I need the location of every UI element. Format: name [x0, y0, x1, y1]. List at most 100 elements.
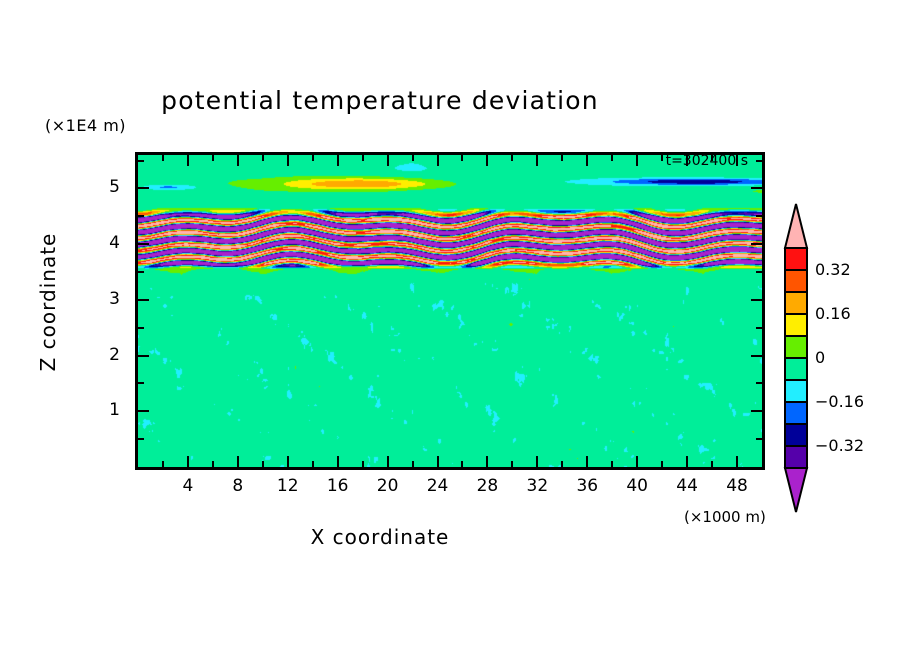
x-axis-tick	[486, 456, 489, 467]
x-axis-tick-label: 16	[326, 476, 349, 496]
x-axis-tick	[711, 461, 714, 467]
colorbar-tick-label: 0.16	[815, 304, 851, 323]
colorbar-band	[784, 313, 808, 337]
y-axis-tick-right	[756, 271, 762, 273]
y-axis-tick	[138, 438, 144, 441]
colorbar-extend-max	[783, 203, 809, 249]
chart-title: potential temperature deviation	[161, 86, 599, 115]
y-axis-tick-right	[756, 215, 762, 218]
colorbar: 0.32 0.16 0 −0.16 −0.32	[779, 200, 899, 530]
x-axis-tick-top	[461, 155, 464, 161]
colorbar-band	[784, 269, 808, 293]
x-axis-tick	[161, 461, 164, 467]
contour-field	[138, 155, 762, 467]
x-axis-tick-label: 48	[726, 476, 748, 496]
x-axis-tick	[411, 461, 414, 467]
y-axis-tick	[138, 382, 144, 385]
x-axis-tick-top	[236, 155, 239, 166]
x-axis-tick-top	[511, 155, 514, 161]
y-axis-tick	[138, 410, 149, 413]
x-axis-tick-top	[536, 155, 539, 166]
x-axis-tick-top	[736, 155, 739, 166]
y-axis-tick-label: 4	[109, 233, 120, 254]
x-axis-tick	[536, 456, 539, 467]
x-axis-tick	[736, 456, 739, 467]
x-axis-tick	[186, 456, 189, 467]
colorbar-band	[784, 335, 808, 359]
x-axis-unit-label: (×1000 m)	[684, 508, 766, 526]
y-axis-tick-right	[751, 410, 762, 413]
y-axis-tick-right	[751, 298, 762, 301]
x-axis-tick-top	[286, 155, 289, 166]
y-axis-tick	[138, 215, 144, 218]
colorbar-band	[784, 445, 808, 469]
x-axis-tick-top	[261, 155, 264, 161]
x-axis-tick-top	[686, 155, 689, 166]
y-axis-tick-label: 2	[109, 344, 120, 365]
colorbar-tick-label: 0	[815, 348, 826, 367]
x-axis-tick-top	[311, 155, 314, 161]
x-axis-tick-top	[386, 155, 389, 166]
x-axis-tick-top	[411, 155, 414, 161]
x-axis-tick-label: 8	[232, 476, 244, 496]
colorbar-band	[784, 247, 808, 271]
x-axis-tick-label: 24	[426, 476, 449, 496]
x-axis-tick	[611, 461, 614, 467]
x-axis-tick	[561, 461, 564, 467]
x-axis-tick	[511, 461, 514, 467]
y-axis-tick-right	[751, 354, 762, 357]
x-axis-tick-top	[636, 155, 639, 166]
y-axis-tick-right	[751, 187, 762, 190]
x-axis-tick	[361, 461, 364, 467]
x-axis-tick	[286, 456, 289, 467]
x-axis-tick-label: 12	[276, 476, 299, 496]
colorbar-band	[784, 401, 808, 425]
x-axis-tick-top	[161, 155, 164, 161]
x-axis-tick-label: 44	[676, 476, 698, 496]
x-axis-tick	[461, 461, 464, 467]
y-axis-tick	[138, 298, 149, 301]
y-axis-tick	[138, 159, 144, 162]
x-axis-tick-label: 4	[182, 476, 194, 496]
y-axis-tick-label: 3	[109, 288, 120, 309]
x-axis-tick	[386, 456, 389, 467]
colorbar-tick-label: −0.32	[815, 436, 865, 455]
x-axis-tick-top	[211, 155, 214, 161]
x-axis-tick	[336, 456, 339, 467]
y-axis-unit-label: (×1E4 m)	[45, 116, 127, 135]
x-axis-tick	[311, 461, 314, 467]
x-axis-tick-label: 32	[526, 476, 549, 496]
x-axis-tick-top	[361, 155, 364, 161]
x-axis-tick	[211, 461, 214, 467]
colorbar-band	[784, 291, 808, 315]
plot-area: t=302400 s	[135, 152, 765, 470]
x-axis-tick-label: 40	[626, 476, 648, 496]
x-axis-tick-top	[186, 155, 189, 166]
x-axis-tick-label: 20	[376, 476, 399, 496]
colorbar-extend-min	[783, 467, 809, 513]
y-axis-tick	[138, 187, 149, 190]
y-axis-tick	[138, 326, 144, 329]
y-axis-tick-right	[756, 382, 762, 385]
y-axis-tick-right	[756, 159, 762, 162]
y-axis-tick-label: 1	[109, 400, 120, 421]
y-axis-tick	[138, 354, 149, 357]
x-axis-tick-top	[336, 155, 339, 166]
x-axis-tick	[661, 461, 664, 467]
timestamp-annotation: t=302400 s	[665, 153, 748, 169]
y-axis-tick-label: 5	[109, 177, 120, 198]
x-axis-tick-label: 36	[576, 476, 599, 496]
x-axis-tick-top	[711, 155, 714, 161]
colorbar-band	[784, 423, 808, 447]
x-axis-tick	[686, 456, 689, 467]
y-axis-tick-right	[751, 243, 762, 246]
colorbar-band	[784, 357, 808, 381]
colorbar-tick-label: −0.16	[815, 392, 865, 411]
y-axis-tick	[138, 243, 149, 246]
x-axis-tick	[261, 461, 264, 467]
x-axis-tick-top	[611, 155, 614, 161]
x-axis-tick	[236, 456, 239, 467]
x-axis-tick	[636, 456, 639, 467]
x-axis-tick-top	[436, 155, 439, 166]
